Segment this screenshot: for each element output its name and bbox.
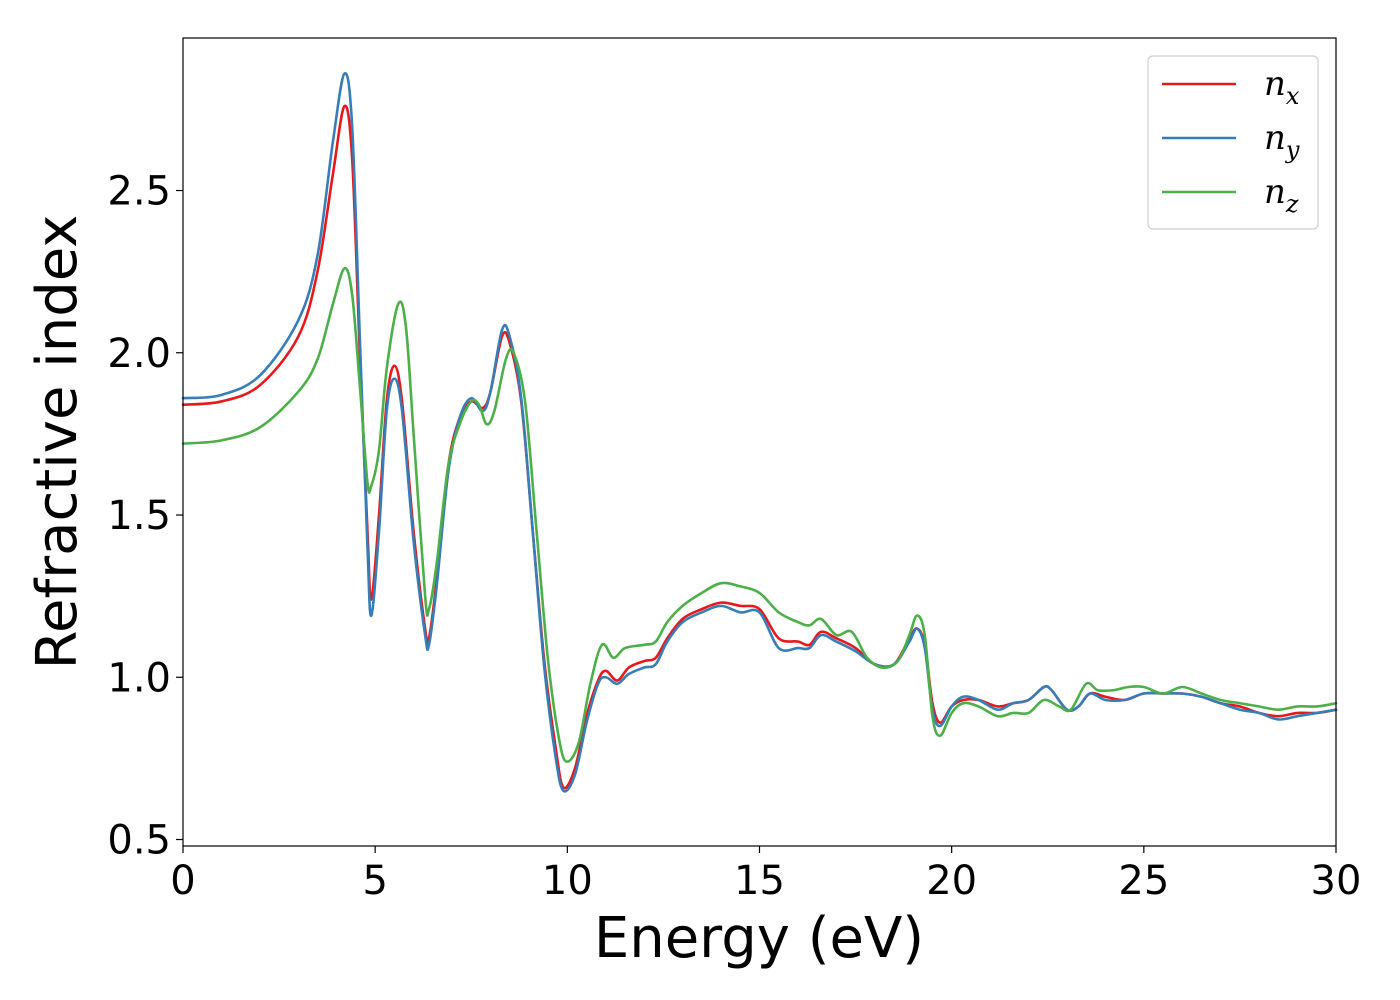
y-tick-label: 2.0	[107, 331, 171, 377]
x-tick-label: 25	[1118, 858, 1169, 904]
x-tick-label: 5	[362, 858, 387, 904]
series-line-y	[181, 72, 1338, 793]
y-tick-label: 2.5	[107, 169, 171, 215]
series-line-z	[181, 266, 1338, 763]
legend-box	[1147, 55, 1319, 230]
legend-label-y: ny	[1264, 118, 1300, 164]
y-tick-label: 0.5	[107, 818, 171, 864]
x-tick-label: 0	[170, 858, 195, 904]
legend-label-x: nx	[1264, 64, 1300, 110]
y-tick-label: 1.5	[107, 493, 171, 539]
y-axis-label: Refractive index	[25, 215, 90, 670]
x-axis: 0 5 10 15 20 25 30	[170, 846, 1361, 904]
legend: nx ny nz	[1147, 55, 1319, 230]
x-tick-label: 10	[542, 858, 593, 904]
legend-label-z: nz	[1264, 172, 1299, 218]
x-tick-label: 20	[926, 858, 977, 904]
x-axis-label: Energy (eV)	[594, 906, 924, 971]
y-tick-label: 1.0	[107, 655, 171, 701]
x-tick-label: 15	[734, 858, 785, 904]
y-axis: 0.5 1.0 1.5 2.0 2.5	[107, 169, 183, 864]
series-layer	[181, 72, 1338, 793]
x-tick-label: 30	[1311, 858, 1362, 904]
